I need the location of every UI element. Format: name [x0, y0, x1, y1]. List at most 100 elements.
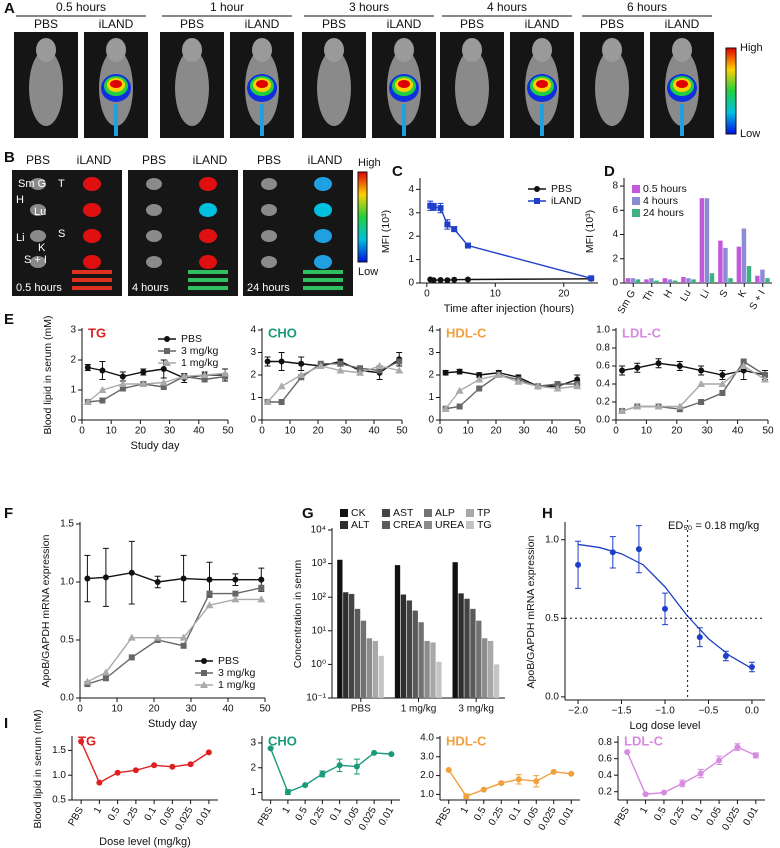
legend-label: PBS — [218, 655, 239, 667]
x-tick-label: 1 — [280, 805, 293, 816]
y-tick-label: 3 — [250, 347, 256, 358]
data-point — [316, 362, 325, 369]
panel-label: E — [4, 311, 14, 328]
y-tick-label: 2.0 — [420, 770, 434, 781]
data-point — [442, 369, 449, 376]
organ — [261, 256, 277, 268]
x-tick-label: Sm G — [616, 288, 638, 316]
data-point — [675, 402, 684, 410]
organ-signal — [314, 229, 332, 243]
y-tick-label: 1.0 — [420, 789, 434, 800]
data-point — [451, 276, 458, 283]
data-point — [734, 744, 741, 751]
series-line — [87, 375, 226, 403]
bar — [337, 559, 343, 698]
y-tick-label: 4 — [250, 325, 256, 336]
legend-swatch — [382, 521, 390, 529]
data-point — [633, 402, 642, 410]
x-tick-label: PBS — [256, 805, 276, 828]
condition-label: iLAND — [245, 17, 280, 31]
data-point — [635, 546, 642, 553]
data-point — [534, 382, 542, 390]
y-axis-label: ApoB/GAPDH mRNA expression — [40, 534, 52, 687]
x-axis-label: Dose level (mg/kg) — [99, 836, 191, 848]
data-point — [78, 738, 85, 745]
data-point — [356, 368, 364, 376]
x-tick-label: 30 — [518, 426, 530, 437]
data-point — [533, 778, 540, 785]
x-tick-label: 0.5 — [652, 805, 669, 823]
data-point — [319, 770, 326, 777]
data-point — [719, 390, 726, 396]
series-line — [430, 205, 592, 279]
organ — [146, 230, 162, 242]
y-tick-label: 0 — [250, 415, 256, 426]
condition-label: iLAND — [77, 153, 112, 167]
series-line — [267, 360, 400, 403]
bar — [746, 266, 752, 283]
panel-label: G — [302, 505, 314, 522]
bar — [644, 279, 649, 283]
legend-marker — [201, 670, 207, 676]
data-point — [264, 358, 271, 365]
organ — [146, 178, 162, 190]
x-tick-label: 0.01 — [377, 805, 396, 828]
mouse-body — [317, 50, 351, 126]
organ-label: T — [58, 178, 65, 190]
chart-title: HDL-C — [446, 733, 487, 748]
mouse-body — [29, 50, 63, 126]
signal — [676, 80, 688, 88]
mouse-head — [252, 38, 272, 62]
x-tick-label: PBS — [351, 704, 371, 715]
data-point — [498, 780, 505, 787]
y-tick-label: 2 — [428, 370, 434, 381]
y-tick-label: 0.2 — [598, 786, 612, 797]
bar — [718, 240, 723, 283]
bar — [343, 592, 349, 698]
y-tick-label: 0.5 — [52, 795, 66, 806]
series-line — [621, 362, 766, 376]
bar — [667, 279, 673, 283]
x-tick-label: 0.01 — [741, 805, 760, 828]
x-tick-label: −0.5 — [699, 706, 719, 717]
data-point — [221, 369, 230, 377]
x-tick-label: 0 — [613, 426, 619, 437]
condition-label: PBS — [180, 17, 204, 31]
data-point — [206, 590, 213, 597]
mouse-head — [602, 38, 622, 62]
y-axis-label: MFI (10³) — [380, 210, 392, 253]
data-point — [554, 381, 561, 387]
x-tick-label: 40 — [368, 426, 380, 437]
data-point — [752, 752, 759, 759]
data-point — [298, 360, 305, 367]
legend-label: TP — [477, 507, 490, 519]
x-tick-label: 30 — [702, 426, 714, 437]
bar — [366, 638, 373, 698]
bar — [741, 228, 747, 283]
x-tick-label: 0.5 — [472, 805, 489, 823]
data-point — [437, 205, 444, 212]
x-tick-label: 0.01 — [557, 805, 576, 828]
y-tick-label: 0.5 — [60, 635, 74, 646]
data-point — [619, 367, 626, 374]
data-point — [761, 372, 768, 378]
x-tick-label: 0 — [424, 289, 430, 300]
data-point — [739, 362, 748, 369]
mouse-body — [595, 50, 629, 126]
organ — [146, 256, 162, 268]
data-point — [748, 664, 755, 670]
x-tick-label: 1 — [638, 805, 651, 816]
data-point — [84, 575, 91, 582]
organ-signal — [199, 177, 217, 191]
legend-label: TG — [477, 519, 492, 531]
data-point — [206, 576, 213, 583]
condition-label: iLAND — [525, 17, 560, 31]
data-point — [609, 549, 616, 556]
data-point — [96, 779, 103, 786]
data-point — [642, 791, 649, 798]
chart-title: TG — [88, 325, 106, 340]
x-tick-label: 0 — [77, 704, 83, 715]
data-point — [464, 242, 471, 249]
x-tick-label: 0.25 — [487, 805, 506, 828]
x-tick-label: 30 — [164, 426, 176, 437]
